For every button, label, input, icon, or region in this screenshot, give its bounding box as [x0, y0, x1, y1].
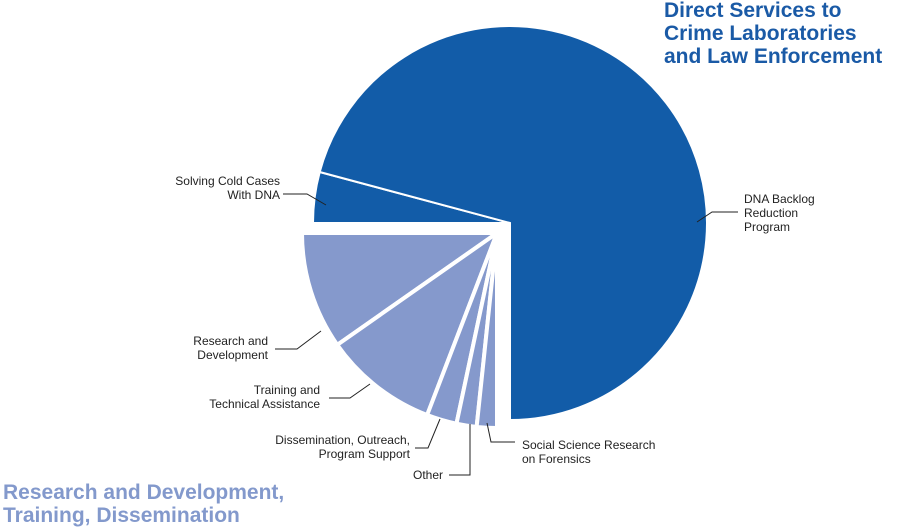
label-line: Solving Cold Cases	[175, 174, 280, 188]
label-line: Development	[197, 348, 268, 362]
label-line: Program	[744, 220, 791, 234]
label-line: Dissemination, Outreach,	[275, 433, 410, 447]
research-slices	[299, 227, 504, 431]
heading-line: Direct Services to	[664, 0, 842, 22]
label-line: Training and	[253, 383, 320, 397]
label-line: Program Support	[318, 447, 410, 461]
leader-dissemination	[415, 418, 441, 449]
leader-dna-backlog	[696, 211, 738, 223]
heading-direct-services: Direct Services to Crime Laboratories an…	[664, 0, 882, 68]
leader-research-dev	[275, 330, 322, 350]
label-dna-backlog: DNA Backlog Reduction Program	[744, 192, 815, 234]
pie-slice	[299, 231, 504, 348]
label-social-science: Social Science Research on Forensics	[522, 438, 655, 466]
label-other: Other	[413, 468, 443, 482]
heading-line: Research and Development,	[3, 481, 285, 504]
pie-slice	[318, 25, 708, 422]
label-line: With DNA	[227, 188, 280, 202]
label-dissemination: Dissemination, Outreach, Program Support	[275, 433, 410, 461]
label-training: Training and Technical Assistance	[209, 383, 320, 411]
heading-research-training: Research and Development, Training, Diss…	[3, 481, 284, 527]
leader-cold-cases	[283, 193, 327, 206]
heading-line: Crime Laboratories	[664, 22, 857, 45]
leader-other	[449, 424, 471, 476]
leader-training	[329, 383, 371, 399]
heading-line: Training, Dissemination	[3, 504, 240, 527]
label-line: Social Science Research	[522, 438, 656, 452]
label-line: Other	[412, 468, 443, 482]
pie-slice	[474, 232, 499, 431]
label-line: DNA Backlog	[744, 192, 815, 206]
direct-services-slices	[311, 25, 708, 422]
label-line: Research and	[193, 334, 268, 348]
label-line: on Forensics	[522, 452, 591, 466]
heading-line: and Law Enforcement	[664, 45, 883, 68]
label-line: Reduction	[744, 206, 799, 220]
pie-slice	[334, 227, 502, 418]
leader-lines	[275, 193, 738, 476]
label-research-dev: Research and Development	[193, 334, 268, 362]
label-cold-cases: Solving Cold Cases With DNA	[175, 174, 280, 202]
label-line: Technical Assistance	[209, 397, 320, 411]
leader-social-science	[486, 422, 515, 443]
